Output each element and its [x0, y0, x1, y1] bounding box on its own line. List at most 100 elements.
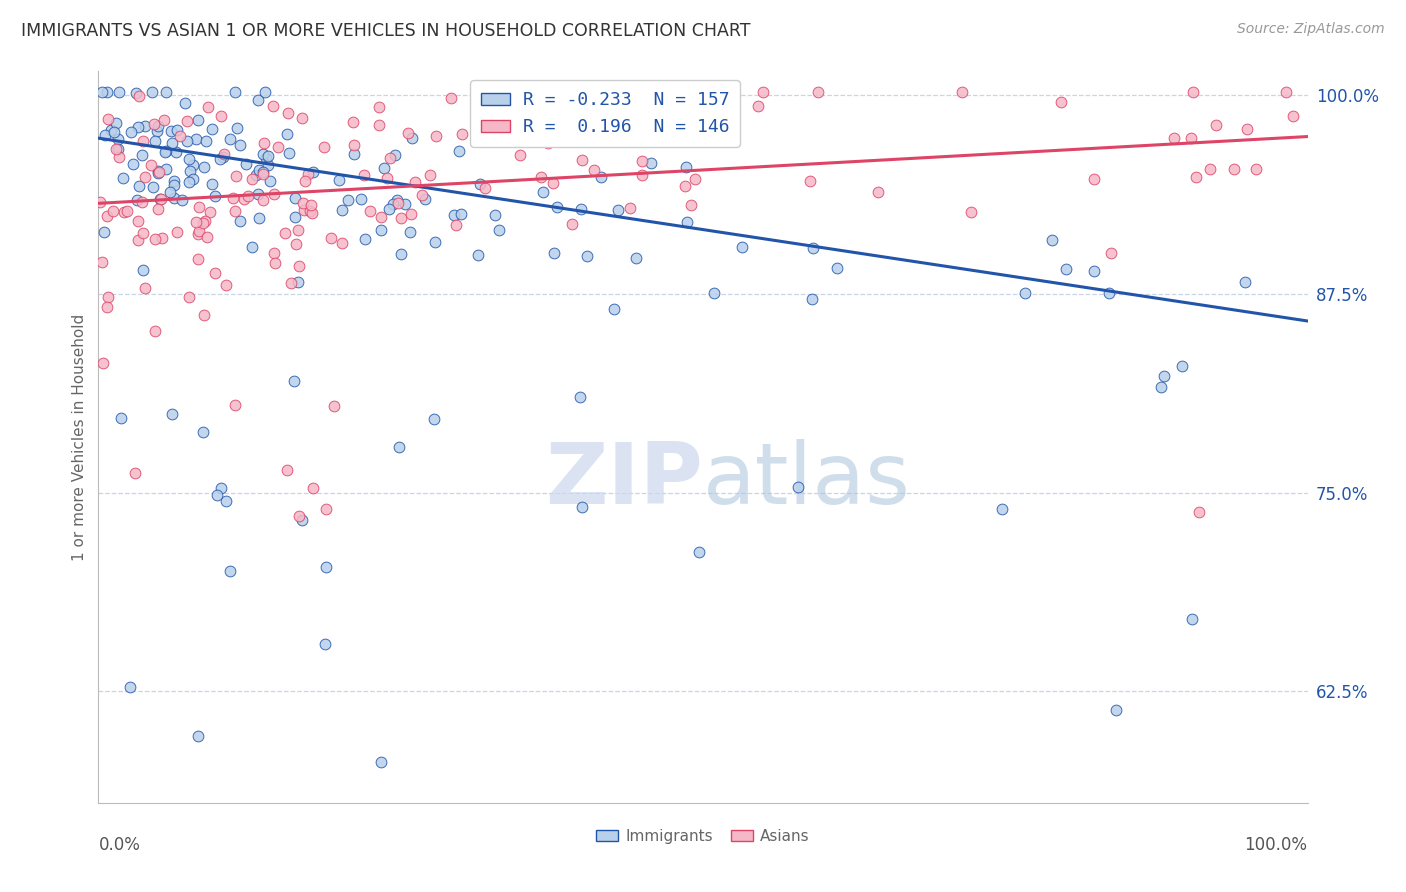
Point — [1181, 612, 1204, 626]
Point — [484, 208, 506, 222]
Point — [94, 128, 117, 142]
Point — [247, 187, 270, 202]
Point — [1054, 261, 1077, 276]
Point — [384, 148, 406, 162]
Point — [370, 222, 392, 236]
Point — [288, 259, 311, 273]
Point — [193, 160, 215, 174]
Point — [263, 246, 285, 260]
Point — [179, 176, 201, 190]
Point — [174, 95, 197, 110]
Point — [389, 211, 412, 226]
Point — [388, 440, 411, 454]
Point — [143, 324, 166, 338]
Point — [96, 85, 118, 99]
Point — [1223, 161, 1246, 176]
Point — [606, 203, 628, 218]
Point — [630, 153, 652, 168]
Point — [1282, 109, 1305, 123]
Point — [198, 205, 221, 219]
Point — [381, 196, 404, 211]
Point — [301, 164, 323, 178]
Point — [245, 168, 267, 182]
Point — [224, 398, 246, 412]
Point — [401, 131, 423, 145]
Point — [115, 203, 138, 218]
Point — [252, 168, 274, 182]
Point — [1099, 246, 1122, 260]
Point — [218, 131, 240, 145]
Point — [165, 145, 187, 160]
Point — [153, 145, 176, 160]
Point — [1149, 380, 1171, 394]
Point — [193, 425, 215, 439]
Point — [201, 177, 224, 191]
Point — [1098, 286, 1121, 301]
Point — [252, 165, 274, 179]
Point — [283, 210, 305, 224]
Point — [222, 191, 245, 205]
Point — [187, 252, 209, 266]
Point — [370, 210, 392, 224]
Point — [575, 249, 598, 263]
Point — [187, 200, 209, 214]
Point — [321, 231, 343, 245]
Point — [375, 170, 398, 185]
Point — [143, 134, 166, 148]
Point — [212, 147, 235, 161]
Point — [425, 128, 447, 143]
Point — [96, 300, 118, 314]
Point — [153, 113, 176, 128]
Point — [731, 240, 754, 254]
Point — [224, 85, 246, 99]
Point — [128, 88, 150, 103]
Point — [1171, 359, 1194, 374]
Point — [125, 86, 148, 100]
Point — [160, 136, 183, 150]
Point — [204, 266, 226, 280]
Point — [263, 256, 285, 270]
Point — [187, 224, 209, 238]
Point — [343, 147, 366, 161]
Point — [330, 202, 353, 217]
Point — [121, 125, 143, 139]
Point — [467, 248, 489, 262]
Point — [1083, 172, 1105, 186]
Point — [91, 85, 114, 99]
Point — [468, 177, 491, 191]
Point — [799, 174, 821, 188]
Point — [1236, 121, 1258, 136]
Point — [451, 127, 474, 141]
Point — [125, 193, 148, 207]
Point — [675, 161, 697, 175]
Point — [218, 565, 240, 579]
Point — [292, 203, 315, 218]
Point — [569, 202, 592, 217]
Point — [342, 115, 364, 129]
Point — [801, 292, 824, 306]
Point — [131, 194, 153, 209]
Point — [353, 168, 375, 182]
Text: IMMIGRANTS VS ASIAN 1 OR MORE VEHICLES IN HOUSEHOLD CORRELATION CHART: IMMIGRANTS VS ASIAN 1 OR MORE VEHICLES I… — [21, 22, 751, 40]
Point — [655, 117, 678, 131]
Point — [163, 191, 186, 205]
Point — [93, 225, 115, 239]
Point — [679, 198, 702, 212]
Point — [155, 85, 177, 99]
Point — [287, 223, 309, 237]
Point — [1014, 286, 1036, 301]
Point — [111, 170, 134, 185]
Point — [328, 173, 350, 187]
Point — [314, 637, 336, 651]
Point — [131, 148, 153, 162]
Point — [186, 215, 208, 229]
Point — [247, 211, 270, 226]
Point — [561, 85, 583, 99]
Point — [225, 169, 247, 183]
Point — [446, 218, 468, 232]
Point — [263, 186, 285, 201]
Point — [1188, 505, 1211, 519]
Point — [132, 134, 155, 148]
Point — [149, 192, 172, 206]
Point — [229, 214, 252, 228]
